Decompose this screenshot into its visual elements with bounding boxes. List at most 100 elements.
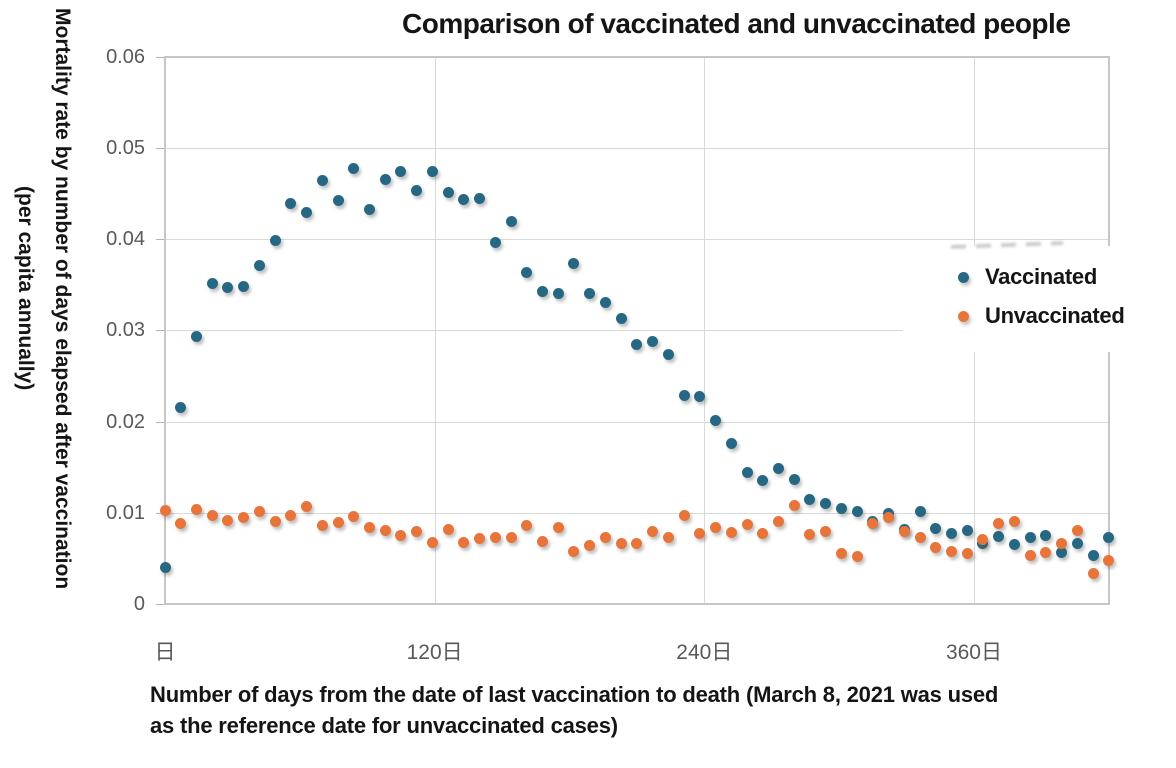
y-axis-tick-label: 0.01: [106, 501, 145, 524]
data-point-vaccinated: [694, 390, 706, 402]
y-axis-tickmark: [156, 604, 164, 605]
data-point-vaccinated: [1024, 531, 1036, 543]
data-point-unvaccinated: [710, 521, 722, 533]
data-point-vaccinated: [599, 296, 611, 308]
data-point-unvaccinated: [190, 503, 202, 515]
data-point-unvaccinated: [788, 500, 800, 512]
data-point-unvaccinated: [411, 525, 423, 537]
data-point-vaccinated: [1040, 530, 1052, 542]
x-axis-tick-label: 日: [154, 641, 176, 664]
data-point-unvaccinated: [631, 538, 643, 550]
data-point-unvaccinated: [238, 511, 250, 523]
data-point-vaccinated: [930, 522, 942, 534]
data-point-unvaccinated: [599, 531, 611, 543]
data-point-vaccinated: [1103, 531, 1115, 543]
data-point-unvaccinated: [741, 519, 753, 531]
data-point-unvaccinated: [961, 548, 973, 560]
data-point-vaccinated: [159, 562, 171, 574]
data-point-unvaccinated: [489, 531, 501, 543]
x-axis-title-line1: Number of days from the date of last vac…: [150, 682, 999, 707]
data-point-vaccinated: [505, 215, 517, 227]
data-point-vaccinated: [238, 281, 250, 293]
data-point-vaccinated: [757, 474, 769, 486]
data-point-unvaccinated: [222, 514, 234, 526]
data-point-unvaccinated: [804, 529, 816, 541]
data-point-unvaccinated: [1103, 554, 1115, 566]
data-point-vaccinated: [379, 173, 391, 185]
data-point-vaccinated: [914, 506, 926, 518]
x-axis-tick-label: 360日: [945, 641, 1002, 664]
legend-label-unvaccinated: Unvaccinated: [985, 303, 1125, 328]
y-axis-tick-label: 0.06: [106, 45, 145, 68]
data-point-unvaccinated: [505, 531, 517, 543]
x-gridline: [434, 57, 436, 603]
data-point-unvaccinated: [820, 526, 832, 538]
data-point-unvaccinated: [159, 504, 171, 516]
data-point-unvaccinated: [898, 525, 910, 537]
chart-title: Comparison of vaccinated and unvaccinate…: [402, 8, 1071, 39]
data-point-vaccinated: [537, 285, 549, 297]
y-axis-title-line1: Mortality rate by number of days elapsed…: [51, 8, 74, 590]
y-axis-tick-label: 0: [133, 593, 145, 615]
data-point-vaccinated: [1087, 550, 1099, 562]
data-point-unvaccinated: [662, 531, 674, 543]
data-point-unvaccinated: [348, 510, 360, 522]
data-point-unvaccinated: [867, 518, 879, 530]
x-axis-title: Number of days from the date of last vac…: [150, 679, 1176, 741]
data-point-unvaccinated: [1087, 568, 1099, 580]
data-point-vaccinated: [301, 207, 313, 219]
data-point-vaccinated: [442, 187, 454, 199]
data-point-unvaccinated: [552, 521, 564, 533]
data-point-vaccinated: [820, 498, 832, 510]
data-point-unvaccinated: [458, 537, 470, 549]
data-point-vaccinated: [835, 502, 847, 514]
data-point-unvaccinated: [363, 521, 375, 533]
data-point-vaccinated: [552, 287, 564, 299]
legend-marker-unvaccinated: [958, 311, 969, 322]
data-point-unvaccinated: [521, 520, 533, 532]
data-point-vaccinated: [395, 166, 407, 178]
x-axis-title-line2: as the reference date for unvaccinated c…: [150, 713, 618, 738]
data-point-vaccinated: [741, 467, 753, 479]
x-axis-tick-label: 240日: [676, 641, 733, 664]
data-point-vaccinated: [206, 277, 218, 289]
data-point-unvaccinated: [977, 533, 989, 545]
data-point-unvaccinated: [1071, 524, 1083, 536]
data-point-vaccinated: [175, 402, 187, 414]
data-point-unvaccinated: [301, 500, 313, 512]
y-axis-tickmark: [156, 330, 164, 332]
data-point-unvaccinated: [1024, 550, 1036, 562]
x-gridline: [704, 57, 706, 603]
data-point-vaccinated: [961, 524, 973, 536]
data-point-unvaccinated: [1056, 538, 1068, 550]
legend-label-vaccinated: Vaccinated: [985, 264, 1097, 289]
data-point-vaccinated: [521, 266, 533, 278]
data-point-vaccinated: [285, 198, 297, 210]
data-point-unvaccinated: [930, 541, 942, 553]
data-point-unvaccinated: [678, 510, 690, 522]
data-point-unvaccinated: [253, 506, 265, 518]
data-point-unvaccinated: [647, 526, 659, 538]
data-point-unvaccinated: [851, 551, 863, 563]
data-point-vaccinated: [993, 531, 1005, 543]
data-point-unvaccinated: [725, 527, 737, 539]
data-point-vaccinated: [253, 260, 265, 272]
data-point-unvaccinated: [914, 531, 926, 543]
data-point-unvaccinated: [442, 523, 454, 535]
y-gridline: [166, 330, 1109, 332]
data-point-unvaccinated: [584, 540, 596, 552]
y-axis-tick-label: 0.05: [106, 137, 145, 160]
data-point-vaccinated: [332, 194, 344, 206]
y-axis-tickmark: [156, 56, 164, 58]
data-point-vaccinated: [647, 335, 659, 347]
y-axis-title-line2: (per capita annually): [14, 186, 37, 391]
data-point-vaccinated: [615, 313, 627, 325]
y-axis-tick-label: 0.02: [106, 410, 145, 433]
data-point-vaccinated: [316, 175, 328, 187]
data-point-unvaccinated: [615, 538, 627, 550]
data-point-vaccinated: [851, 506, 863, 518]
data-point-unvaccinated: [993, 518, 1005, 530]
data-point-unvaccinated: [568, 545, 580, 557]
data-point-vaccinated: [411, 184, 423, 196]
data-point-vaccinated: [1008, 539, 1020, 551]
